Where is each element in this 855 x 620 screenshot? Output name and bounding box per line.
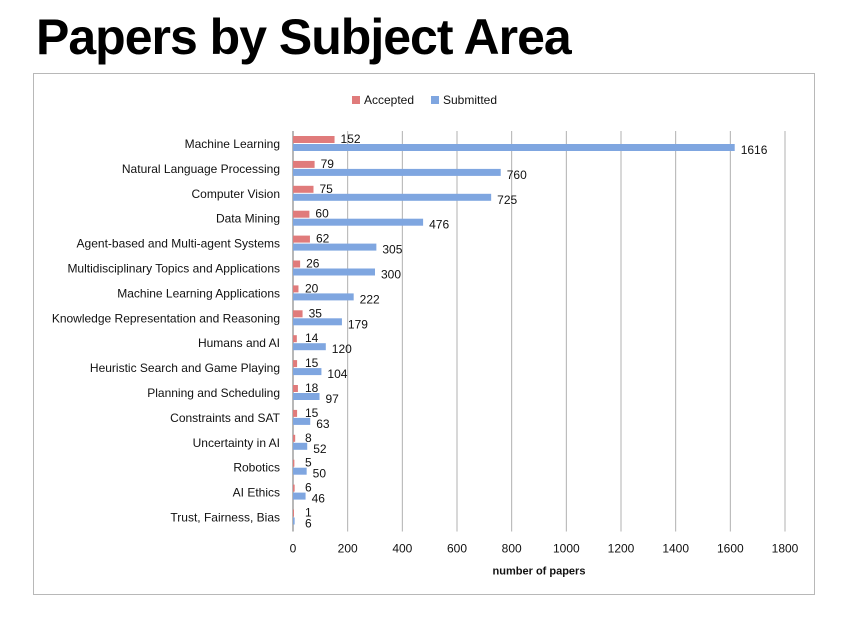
category-label: AI Ethics bbox=[233, 486, 280, 500]
bar-submitted bbox=[293, 243, 377, 251]
bar-submitted bbox=[293, 218, 424, 226]
bar-accepted bbox=[293, 360, 298, 368]
x-tick-label: 1800 bbox=[772, 542, 799, 556]
bar-accepted bbox=[293, 509, 294, 517]
data-label-submitted: 97 bbox=[326, 392, 340, 406]
bar-accepted bbox=[293, 434, 296, 442]
bar-submitted bbox=[293, 368, 322, 376]
data-label-submitted: 104 bbox=[327, 367, 347, 381]
data-label-submitted: 63 bbox=[316, 417, 330, 431]
data-label-submitted: 6 bbox=[305, 517, 312, 531]
data-label-accepted: 5 bbox=[305, 456, 312, 470]
data-label-accepted: 6 bbox=[305, 481, 312, 495]
category-label: Humans and AI bbox=[198, 336, 280, 350]
bar-accepted bbox=[293, 310, 303, 318]
x-tick-label: 1000 bbox=[553, 542, 580, 556]
legend-swatch-accepted bbox=[352, 96, 360, 104]
data-label-accepted: 15 bbox=[305, 356, 319, 370]
bar-submitted bbox=[293, 144, 735, 151]
category-label: Uncertainty in AI bbox=[193, 436, 280, 450]
data-label-accepted: 79 bbox=[321, 157, 335, 171]
data-label-submitted: 50 bbox=[313, 467, 327, 481]
category-label: Multidisciplinary Topics and Application… bbox=[67, 262, 280, 276]
x-tick-label: 0 bbox=[290, 542, 297, 556]
x-tick-label: 600 bbox=[447, 542, 467, 556]
data-label-accepted: 20 bbox=[305, 281, 319, 295]
bar-submitted bbox=[293, 417, 311, 425]
category-label: Machine Learning Applications bbox=[117, 286, 280, 300]
data-label-submitted: 52 bbox=[313, 442, 327, 456]
data-label-submitted: 46 bbox=[312, 492, 326, 506]
data-label-submitted: 179 bbox=[348, 317, 368, 331]
bar-submitted bbox=[293, 492, 306, 500]
data-label-submitted: 222 bbox=[360, 292, 380, 306]
data-label-accepted: 8 bbox=[305, 431, 312, 445]
category-label: Agent-based and Multi-agent Systems bbox=[77, 237, 280, 251]
x-tick-label: 800 bbox=[502, 542, 522, 556]
x-tick-label: 200 bbox=[338, 542, 358, 556]
data-label-accepted: 15 bbox=[305, 406, 319, 420]
bar-submitted bbox=[293, 193, 492, 201]
bar-submitted bbox=[293, 318, 342, 326]
bar-submitted bbox=[293, 467, 307, 475]
bar-submitted bbox=[293, 442, 308, 450]
category-label: Trust, Fairness, Bias bbox=[170, 511, 280, 525]
x-axis-title: number of papers bbox=[493, 566, 586, 578]
x-tick-label: 1200 bbox=[608, 542, 635, 556]
bar-submitted bbox=[293, 343, 326, 351]
category-label: Computer Vision bbox=[192, 187, 281, 201]
data-label-accepted: 152 bbox=[341, 132, 361, 146]
bar-accepted bbox=[293, 484, 295, 492]
category-label: Knowledge Representation and Reasoning bbox=[52, 311, 280, 325]
data-label-accepted: 26 bbox=[306, 257, 320, 271]
bar-accepted bbox=[293, 459, 295, 467]
bar-accepted bbox=[293, 235, 310, 243]
bar-accepted bbox=[293, 210, 310, 218]
category-label: Constraints and SAT bbox=[170, 411, 280, 425]
bar-accepted bbox=[293, 385, 298, 392]
bar-submitted bbox=[293, 293, 354, 301]
category-label: Data Mining bbox=[216, 212, 280, 226]
category-label: Natural Language Processing bbox=[122, 162, 280, 176]
bar-accepted bbox=[293, 409, 298, 417]
bar-submitted bbox=[293, 168, 501, 176]
x-tick-label: 1600 bbox=[717, 542, 744, 556]
data-label-accepted: 62 bbox=[316, 232, 330, 246]
data-label-submitted: 300 bbox=[381, 268, 401, 282]
category-label: Robotics bbox=[233, 461, 280, 475]
legend-swatch-submitted bbox=[431, 96, 439, 104]
category-label: Machine Learning bbox=[185, 137, 280, 151]
data-label-accepted: 35 bbox=[309, 306, 323, 320]
bar-submitted bbox=[293, 268, 375, 276]
page-title: Papers by Subject Area bbox=[36, 9, 572, 65]
data-label-accepted: 18 bbox=[305, 381, 319, 395]
chart-frame: Accepted Submitted Machine Learning 152 1616… bbox=[33, 73, 815, 595]
category-label: Planning and Scheduling bbox=[147, 386, 280, 400]
bar-submitted bbox=[293, 393, 320, 400]
bar-accepted bbox=[293, 185, 314, 193]
data-label-submitted: 305 bbox=[382, 243, 402, 257]
bar-submitted bbox=[293, 517, 295, 525]
data-label-accepted: 75 bbox=[320, 182, 334, 196]
data-label-submitted: 1616 bbox=[741, 143, 768, 157]
bar-accepted bbox=[293, 160, 315, 168]
bar-accepted bbox=[293, 260, 301, 268]
data-label-submitted: 476 bbox=[429, 218, 449, 232]
bar-accepted bbox=[293, 335, 297, 343]
legend-label-accepted: Accepted bbox=[364, 93, 414, 107]
data-label-accepted: 14 bbox=[305, 331, 319, 345]
bar-accepted bbox=[293, 285, 299, 293]
legend-label-submitted: Submitted bbox=[443, 93, 497, 107]
data-label-accepted: 60 bbox=[315, 207, 329, 221]
x-tick-label: 1400 bbox=[662, 542, 689, 556]
data-label-submitted: 760 bbox=[507, 168, 527, 182]
data-label-submitted: 120 bbox=[332, 342, 352, 356]
data-label-submitted: 725 bbox=[497, 193, 517, 207]
category-label: Heuristic Search and Game Playing bbox=[90, 361, 280, 375]
data-label-accepted: 1 bbox=[305, 506, 312, 520]
bar-accepted bbox=[293, 136, 335, 143]
x-tick-label: 400 bbox=[392, 542, 412, 556]
